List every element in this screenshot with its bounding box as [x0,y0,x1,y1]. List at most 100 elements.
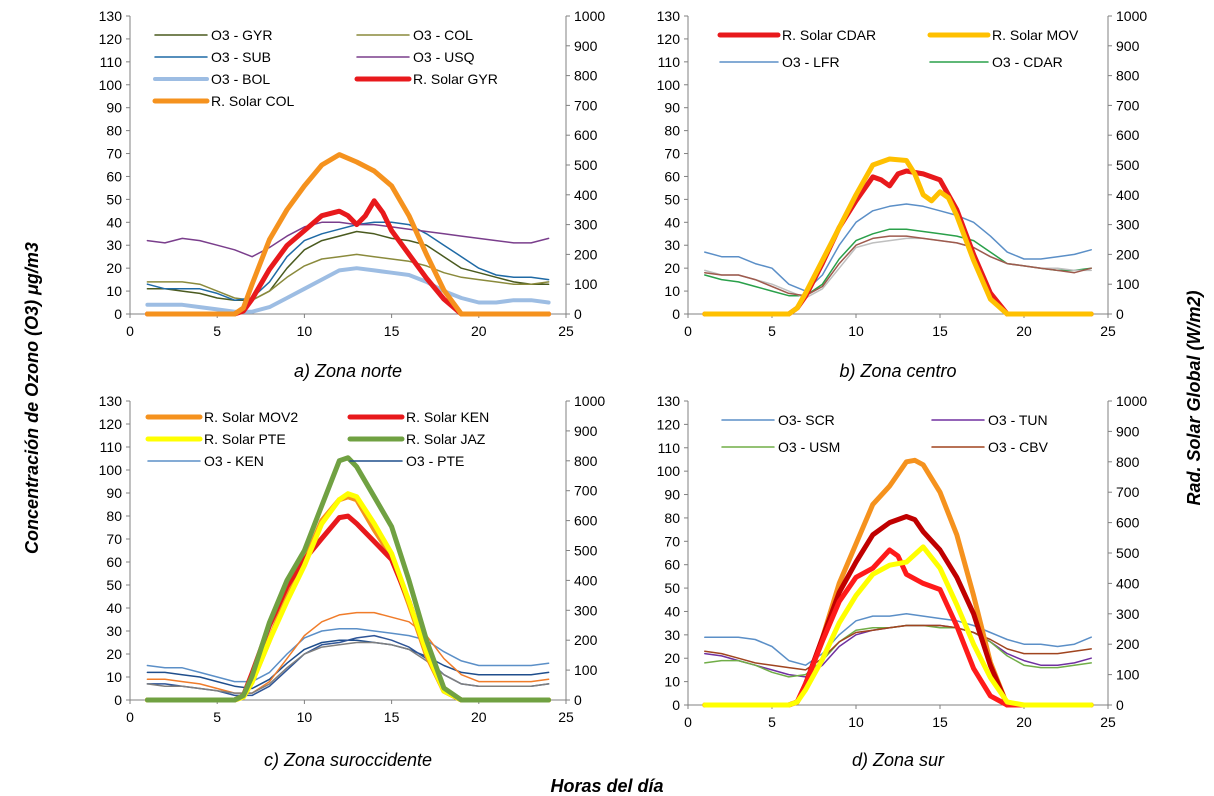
series-line-o3-lfr [704,203,1092,292]
x-tick-label: 25 [1100,714,1116,730]
y2-tick-label: 200 [574,246,598,262]
y-tick-label: 70 [664,146,680,162]
panels: 0102030405060708090100110120130010020030… [99,8,1148,770]
legend-label: R. Solar MOV2 [204,409,298,425]
x-tick-label: 5 [213,323,221,339]
series-line-r-solar-mov2 [144,494,552,703]
series-line-r-solar-ken [144,513,552,703]
x-tick-label: 10 [297,709,313,725]
y2-tick-label: 900 [574,423,598,439]
x-tick-label: 25 [558,709,574,725]
legend-label: O3 - PTE [406,453,464,469]
y-tick-label: 50 [106,577,122,593]
y-tick-label: 130 [99,393,123,409]
series-line-unlabeled-6 [704,235,1092,297]
legend-label: R. Solar GYR [413,71,498,87]
y2-tick-label: 900 [574,38,598,54]
y2-tick-label: 0 [574,306,582,322]
x-tick-label: 0 [684,714,692,730]
left-axis-title: Concentración de Ozono (O3) μg/m3 [22,242,42,554]
y2-tick-label: 500 [1116,545,1140,561]
series-line-o3-bol [145,266,551,314]
y2-tick-label: 400 [574,187,598,203]
y-tick-label: 50 [106,191,122,207]
legend-label: O3- SCR [778,412,835,428]
y-tick-label: 130 [657,393,681,409]
x-tick-label: 15 [384,709,400,725]
legend-label: R. Solar PTE [204,431,286,447]
series-line-unlabeled-9 [146,641,550,694]
x-tick-label: 25 [1100,323,1116,339]
y2-tick-label: 1000 [574,8,605,24]
y2-tick-label: 200 [574,632,598,648]
legend-label: O3 - CBV [988,439,1049,455]
panel-caption: d) Zona sur [852,750,945,770]
y2-tick-label: 1000 [1116,393,1147,409]
series-line-o3-scr [704,613,1092,666]
series-line-r-solar-gyr [144,198,552,317]
y2-tick-label: 0 [574,692,582,708]
series-line-unlabeled-6 [702,514,1094,708]
y-tick-label: 50 [664,580,680,596]
y-tick-label: 110 [658,54,681,70]
x-tick-label: 20 [1016,323,1032,339]
series-line-r-solar-mov [702,156,1094,317]
x-tick-label: 10 [297,323,313,339]
y-tick-label: 10 [106,669,122,685]
y2-tick-label: 400 [1116,575,1140,591]
y2-tick-label: 500 [574,543,598,559]
y-tick-label: 40 [106,214,122,230]
y2-tick-label: 600 [574,513,598,529]
x-axis-title: Horas del día [550,776,663,796]
y-tick-label: 130 [99,8,123,24]
y-tick-label: 20 [106,646,122,662]
x-tick-label: 5 [768,714,776,730]
series-line-o3-gyr [146,230,550,301]
legend-label: R. Solar KEN [406,409,489,425]
legend-label: R. Solar CDAR [782,27,876,43]
y2-tick-label: 600 [1116,515,1140,531]
x-tick-label: 15 [932,714,948,730]
y2-tick-label: 100 [1116,667,1140,683]
y-tick-label: 0 [114,692,122,708]
y2-tick-label: 700 [1116,484,1140,500]
legend-label: R. Solar JAZ [406,431,486,447]
series-line-o3-cbv [704,624,1092,671]
y2-tick-label: 500 [574,157,598,173]
legend-label: O3 - TUN [988,412,1048,428]
series-line-o3-col [146,253,550,301]
y-tick-label: 80 [664,123,680,139]
y-tick-label: 30 [664,237,680,253]
y2-tick-label: 400 [1116,187,1140,203]
y2-tick-label: 100 [1116,276,1140,292]
y2-tick-label: 300 [1116,606,1140,622]
y-tick-label: 80 [664,510,680,526]
y2-tick-label: 100 [574,662,598,678]
x-tick-label: 15 [932,323,948,339]
chart-panel-2: 0102030405060708090100110120130010020030… [657,8,1148,381]
y2-tick-label: 900 [1116,38,1140,54]
legend-label: R. Solar MOV [992,27,1079,43]
legend-label: O3 - BOL [211,71,270,87]
legend-label: O3 - GYR [211,27,272,43]
y-tick-label: 130 [657,8,681,24]
y2-tick-label: 700 [1116,97,1140,113]
legend-label: O3 - USQ [413,49,475,65]
legend-label: O3 - COL [413,27,473,43]
y-tick-label: 30 [664,627,680,643]
series-line-o3-usm [704,624,1092,678]
y-tick-label: 80 [106,123,122,139]
x-tick-label: 5 [768,323,776,339]
series-line-r-solar-jaz [144,455,552,703]
x-tick-label: 15 [384,323,400,339]
legend-label: O3 - SUB [211,49,271,65]
x-tick-label: 0 [684,323,692,339]
legend-label: O3 - KEN [204,453,264,469]
y-tick-label: 100 [99,462,123,478]
x-tick-label: 10 [848,714,864,730]
y-tick-label: 20 [664,260,680,276]
y-tick-label: 120 [657,31,681,47]
y2-tick-label: 300 [574,602,598,618]
series-line-r-solar-cdar [702,168,1094,317]
